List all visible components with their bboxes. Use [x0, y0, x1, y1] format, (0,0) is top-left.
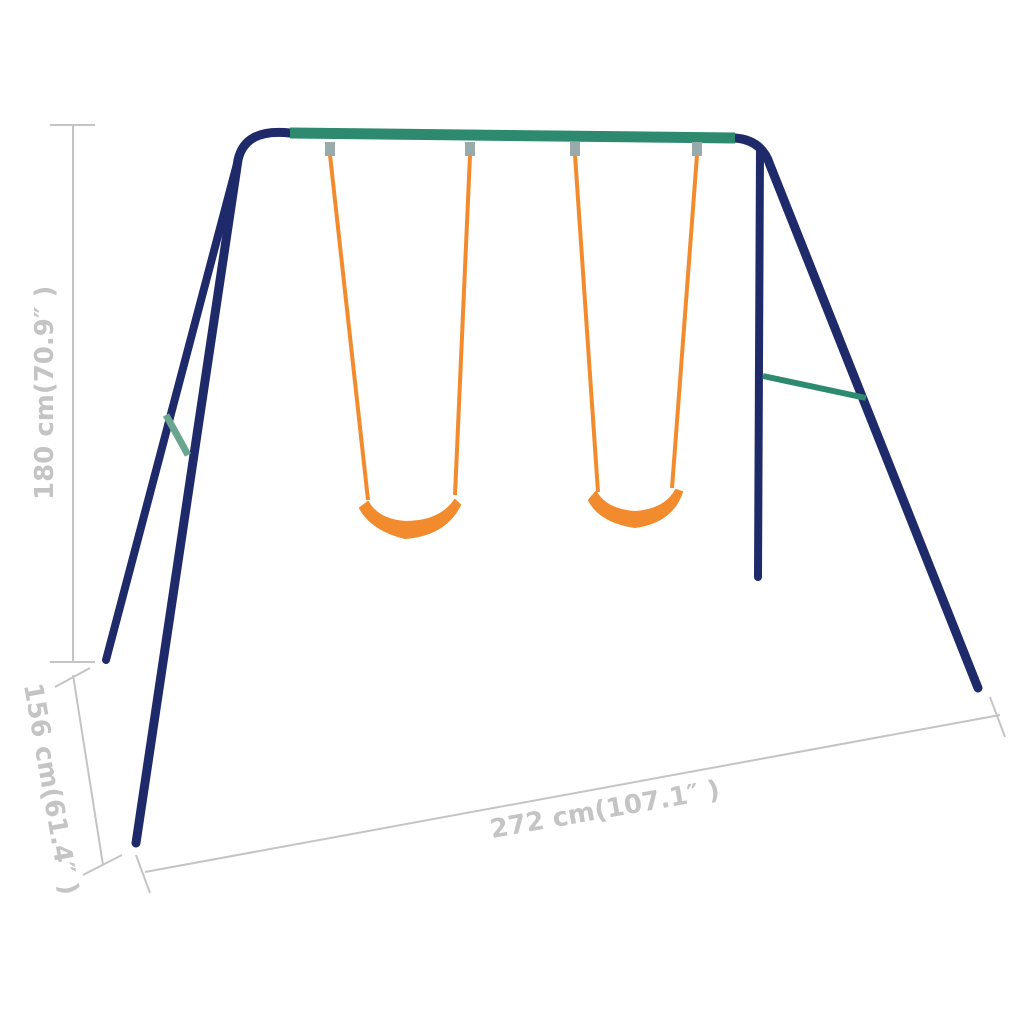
depth-line [72, 674, 104, 866]
left-front-leg [131, 127, 295, 848]
right-back-leg [754, 146, 764, 581]
top-bar [289, 127, 736, 144]
left-back-leg [102, 156, 242, 664]
width-line [144, 714, 1001, 873]
swing-right [573, 154, 699, 529]
frame [102, 127, 983, 848]
hooks [325, 142, 702, 156]
swing-left [328, 154, 472, 540]
right-front-leg [730, 133, 983, 693]
height-label: 180 cm(70.9″ ) [30, 285, 60, 500]
right-brace [762, 373, 867, 401]
left-brace [162, 413, 192, 457]
dimension-lines [50, 124, 1006, 894]
